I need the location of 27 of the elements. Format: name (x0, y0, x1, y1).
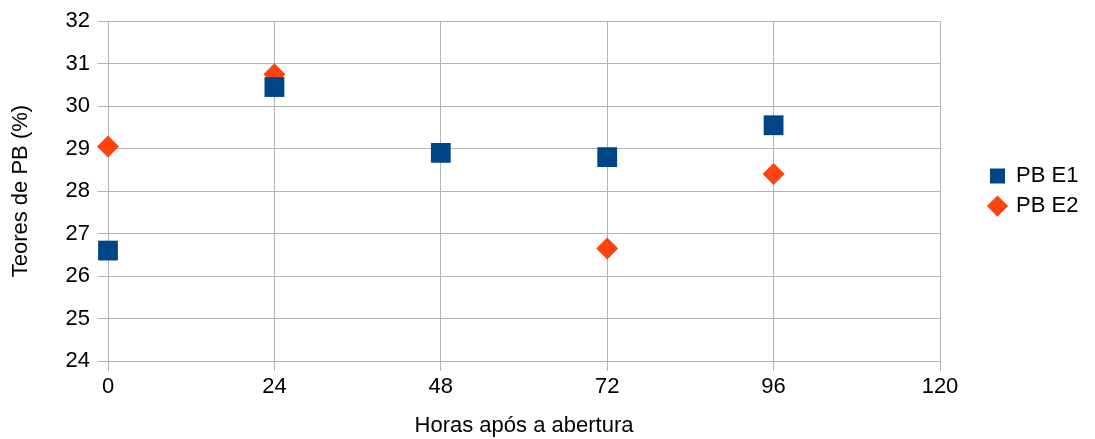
point (97, 135, 119, 158)
y-tick-label: 32 (65, 7, 90, 33)
x-tick-label: 120 (921, 373, 959, 399)
y-tick-label: 24 (65, 347, 90, 373)
x-tick-label: 24 (262, 373, 287, 399)
point (430, 142, 451, 163)
y-tick-label: 29 (65, 134, 90, 160)
point (763, 115, 784, 136)
y-tick-label: 28 (65, 177, 90, 203)
x-tick-label: 0 (101, 373, 115, 399)
y-tick-label: 25 (65, 304, 90, 330)
y-tick-label: 27 (65, 219, 90, 245)
x-tick-label: 48 (428, 373, 454, 399)
y-axis-title: Teores de PB (%) (7, 104, 33, 278)
x-tick-label: 96 (761, 373, 786, 399)
y-tick-label: 26 (65, 262, 90, 288)
point (596, 237, 619, 260)
legend-label: PB E1 (1016, 162, 1079, 188)
y-tick-label: 31 (65, 49, 90, 75)
y-tick-label: 30 (65, 92, 90, 118)
x-tick-label: 72 (594, 373, 620, 399)
point (264, 77, 285, 97)
point (762, 163, 785, 186)
x-axis-title: Horas após a abertura (414, 411, 635, 437)
legend-label: PB E2 (1016, 192, 1079, 218)
point (597, 147, 618, 168)
point (98, 240, 118, 261)
